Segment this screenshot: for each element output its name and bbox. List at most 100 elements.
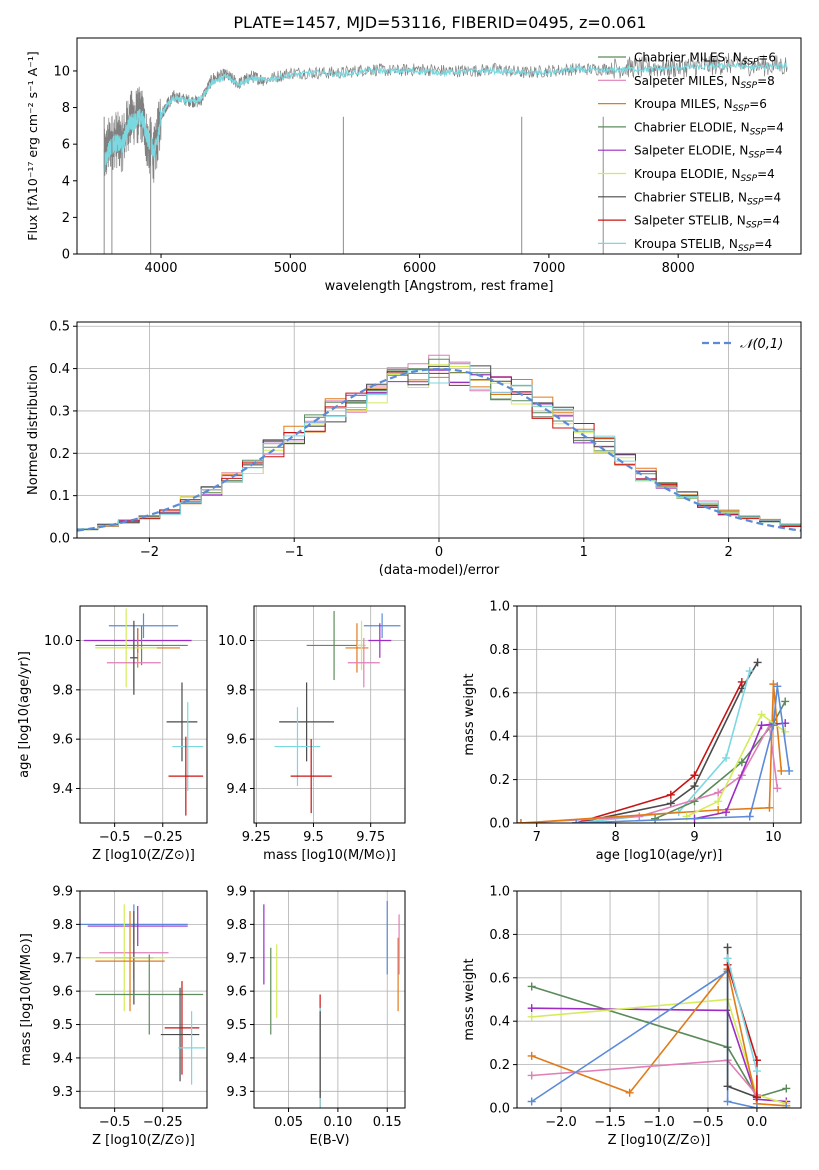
errorbar-point <box>345 623 369 673</box>
plot-area <box>254 606 405 823</box>
y-tick-label: 0 <box>62 248 70 263</box>
y-tick-label: 6 <box>62 138 70 153</box>
axes-age_vs_Z: −0.5 −0.25 9.4 9.6 9.8 10.0 Z [log10(Z/Z⊙)] age… <box>17 605 208 863</box>
series-marker <box>737 677 746 686</box>
series-marker <box>752 1104 761 1108</box>
series-marker <box>782 1084 791 1093</box>
errorbar-point <box>274 707 321 787</box>
errorbar-point <box>87 906 188 947</box>
x-tick-label: 9.75 <box>356 830 385 845</box>
x-tick-label: 6000 <box>403 261 436 276</box>
x-tick-label: 0.10 <box>323 1115 352 1130</box>
y-tick-label: 9.6 <box>226 733 247 748</box>
x-tick-label: 8 <box>611 830 619 845</box>
series-marker <box>785 766 794 775</box>
errorbar-point <box>306 610 362 680</box>
y-tick-label: 0.4 <box>489 730 510 745</box>
series-marker <box>777 766 786 775</box>
series-marker <box>753 658 762 667</box>
y-tick-label: 9.4 <box>52 1051 73 1066</box>
legend-label: Salpeter STELIB, NSSP=4 <box>634 214 780 231</box>
axes-frame <box>253 890 406 1109</box>
y-tick-label: 10 <box>53 64 70 79</box>
y-tick-label: 0.2 <box>49 447 70 462</box>
x-tick-label: −0.5 <box>99 830 131 845</box>
series-marker <box>690 782 699 791</box>
plot-area <box>517 606 801 823</box>
series-marker <box>690 771 699 780</box>
series-line-Salpeter STELIB <box>575 681 743 823</box>
series-marker <box>723 943 732 952</box>
x-axis-label: E(B-V) <box>309 1133 349 1148</box>
errorbar-point <box>95 608 157 688</box>
x-axis-label: mass [log10(M/M⊙)] <box>263 848 396 863</box>
y-tick-label: 9.6 <box>52 733 73 748</box>
x-tick-label: −2 <box>140 545 159 560</box>
series-marker <box>757 721 766 730</box>
plot-area <box>80 891 207 1108</box>
series-marker <box>714 788 723 797</box>
y-tick-label: 9.6 <box>226 985 247 1000</box>
legend-entry: Chabrier MILES, NSSP=6 <box>598 51 776 68</box>
series-line-Chabrier ELODIE <box>576 686 790 823</box>
x-tick-label: 5000 <box>274 261 307 276</box>
series-marker <box>651 814 660 823</box>
legend-label: Chabrier STELIB, NSSP=4 <box>634 190 781 207</box>
y-tick-label: 0.0 <box>489 1102 510 1117</box>
series-marker <box>572 819 581 823</box>
errorbar-point <box>108 613 179 639</box>
y-tick-label: 0.8 <box>489 928 510 943</box>
x-tick-label: −2.0 <box>545 1115 577 1130</box>
y-tick-label: 2 <box>62 211 70 226</box>
x-tick-label: 7 <box>533 830 541 845</box>
y-axis-label: Flux [fλ10⁻¹⁷ erg cm⁻² s⁻¹ A⁻¹] <box>25 51 40 240</box>
series-marker <box>527 1012 536 1021</box>
spectrum-line-model <box>103 61 788 172</box>
legend-entry: Kroupa STELIB, NSSP=4 <box>598 237 772 254</box>
errorbar-point <box>95 625 188 666</box>
histogram-Kroupa STELIB <box>77 362 801 530</box>
y-tick-label: 4 <box>62 174 70 189</box>
y-axis-label: mass weight <box>462 958 477 1040</box>
y-tick-label: 9.6 <box>52 985 73 1000</box>
plot-area <box>254 891 405 1108</box>
errorbar-point <box>166 682 198 762</box>
axes-massweight_vs_Z: −2.0 −1.5 −1.0 −0.5 0.0 0.0 0.2 0.4 0.6 0.8 1.0 Z [… <box>462 885 802 1148</box>
legend-entry: Kroupa MILES, NSSP=6 <box>598 97 767 114</box>
errorbar-point <box>363 613 401 639</box>
axes-age_vs_mass: 9.25 9.5 9.75 9.4 9.6 9.8 10.0 mass [log10(M/M⊙… <box>218 605 406 863</box>
series-marker <box>781 727 790 736</box>
legend-entry: Salpeter MILES, NSSP=8 <box>598 74 775 91</box>
y-tick-label: 9.7 <box>52 951 73 966</box>
x-tick-label: 7000 <box>532 261 565 276</box>
x-tick-label: −1 <box>285 545 304 560</box>
x-axis-label: Z [log10(Z/Z⊙)] <box>92 1133 195 1148</box>
x-axis-label: age [log10(age/yr)] <box>596 848 723 863</box>
x-axis-label: (data-model)/error <box>379 563 500 578</box>
y-tick-label: 9.5 <box>226 1018 247 1033</box>
axes-spectrum: 4000 5000 6000 7000 8000 0 2 4 6 8 10 wavelength [A… <box>25 37 802 294</box>
x-tick-label: −0.5 <box>99 1115 131 1130</box>
x-tick-label: 0.05 <box>274 1115 303 1130</box>
y-tick-label: 9.4 <box>52 782 73 797</box>
y-tick-label: 0.3 <box>49 404 70 419</box>
axes-frame <box>79 605 208 824</box>
y-axis-label: Normed distribution <box>26 365 41 495</box>
x-tick-label: 0.0 <box>747 1115 768 1130</box>
series-marker <box>737 758 746 767</box>
y-tick-label: 9.7 <box>226 951 247 966</box>
series-marker <box>769 721 778 730</box>
x-tick-label: −0.25 <box>143 830 183 845</box>
y-tick-label: 0.6 <box>489 686 510 701</box>
y-tick-label: 0.0 <box>49 532 70 547</box>
y-tick-label: 0.4 <box>489 1015 510 1030</box>
series-marker <box>666 790 675 799</box>
series-marker <box>714 805 723 814</box>
plot-area <box>517 891 801 1108</box>
legend-label: Salpeter MILES, NSSP=8 <box>634 74 775 91</box>
axes-frame <box>516 605 802 824</box>
y-tick-label: 10.0 <box>218 634 247 649</box>
series-marker <box>723 954 732 963</box>
series-marker <box>517 819 525 823</box>
y-tick-label: 9.9 <box>226 885 247 900</box>
